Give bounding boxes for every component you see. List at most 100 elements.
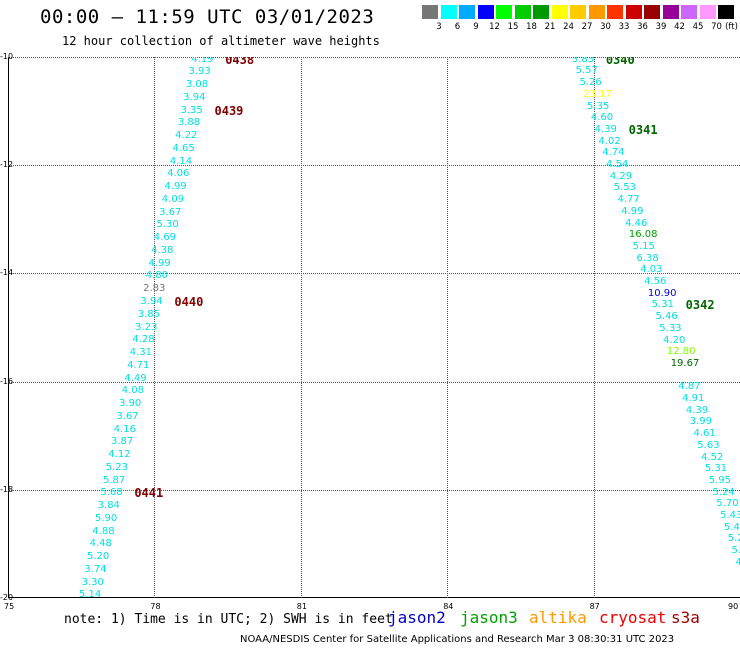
wave-height-value: 5.68 (100, 487, 123, 499)
track-time-label: 0441 (134, 486, 164, 501)
wave-height-value: 12.80 (666, 346, 696, 358)
legend-swatch (662, 5, 679, 19)
wave-height-value: 3.88 (177, 117, 201, 129)
y-tick-label: -16 (0, 376, 14, 386)
wave-height-value: 5.24 (712, 486, 735, 498)
legend-label: 42 (674, 22, 685, 32)
legend-swatch (607, 5, 623, 19)
wave-height-value: 19.67 (670, 357, 700, 369)
x-tick-label: 78 (150, 602, 161, 611)
grid-line-horizontal (8, 57, 740, 58)
wave-height-value: 5.95 (708, 474, 731, 486)
wave-height-value: 4.65 (172, 142, 195, 154)
wave-height-value: 5.70 (716, 498, 739, 510)
y-tick-label: -10 (0, 52, 14, 61)
wave-height-value: 5.35 (587, 100, 610, 112)
grid-line-vertical (300, 57, 302, 598)
legend-label: 24 (563, 22, 574, 32)
wave-height-value: 16.08 (628, 229, 658, 241)
wave-height-value: 4.02 (598, 135, 621, 147)
legend-label: 45 (692, 22, 704, 32)
wave-height-value: 5.45 (723, 521, 740, 533)
wave-height-value: 3.87 (111, 436, 134, 448)
wave-height-value: 3.84 (97, 500, 120, 512)
satellite-label: s3a (671, 608, 700, 627)
satellite-label: altika (529, 608, 587, 627)
legend-unit: (ft) (725, 22, 738, 32)
satellite-label: cryosat (599, 608, 667, 627)
wave-height-value: 5.30 (156, 219, 179, 231)
wave-height-value: 4.08 (121, 385, 144, 397)
wave-height-value: 5.20 (86, 551, 110, 563)
wave-height-value: 4.74 (602, 147, 625, 159)
wave-height-value: 4.56 (644, 276, 667, 288)
wave-height-value: 4.31 (129, 347, 152, 358)
wave-height-value: 4.69 (153, 232, 177, 244)
wave-height-value: 4.87 (678, 381, 701, 393)
legend-label: 12 (489, 22, 500, 32)
wave-height-value: 5.14 (78, 589, 102, 598)
wave-height-value: 4.71 (127, 359, 150, 371)
legend-swatch (681, 5, 697, 19)
x-tick-label: 90 (728, 602, 739, 611)
wave-height-value: 3.67 (116, 410, 139, 422)
legend-label: 9 (473, 22, 479, 32)
track-time-label: 0340 (605, 57, 635, 67)
legend-swatch (588, 5, 605, 19)
satellite-label: jason2 (388, 608, 446, 627)
legend-swatch (551, 5, 568, 19)
wave-height-value: 4.06 (167, 168, 190, 180)
wave-height-value: 4.22 (175, 130, 198, 142)
wave-height-value: 3.93 (188, 66, 211, 78)
grid-line-horizontal (8, 273, 740, 275)
wave-height-value: 4.19 (191, 57, 214, 65)
y-tick-label: -20 (0, 593, 14, 602)
plot-bottom-border (8, 597, 740, 598)
wave-height-value: 5.26 (579, 77, 602, 89)
wave-height-value: 4.48 (89, 538, 112, 550)
legend-swatch (625, 5, 642, 19)
track-time-label: 0341 (628, 122, 658, 137)
wave-height-value: 2.83 (143, 283, 166, 295)
track-time-label: 0438 (225, 57, 255, 67)
credit-line: NOAA/NESDIS Center for Satellite Applica… (240, 634, 675, 645)
legend-swatch (570, 5, 586, 19)
wave-height-value: 4.99 (148, 257, 171, 269)
wave-height-value: 3.30 (81, 576, 104, 588)
legend-swatch (699, 5, 716, 19)
wave-height-value: 4 (735, 556, 740, 568)
wave-height-value: 4.39 (685, 404, 709, 416)
x-tick-label: 84 (443, 602, 454, 611)
wave-height-value: 3.99 (689, 416, 712, 428)
wave-height-value: 4.46 (625, 217, 648, 229)
wave-height-value: 4.03 (640, 264, 663, 276)
wave-height-value: 5.31 (704, 463, 728, 475)
legend-label: 3 (436, 22, 442, 32)
wave-height-value: 3.90 (119, 398, 142, 409)
map-plot-area: 4.19 3.93 3.08 3.94 3.35 3.88 4.22 4.65 4.14 4.06… (8, 57, 740, 598)
page-subtitle: 12 hour collection of altimeter wave hei… (62, 34, 380, 48)
wave-height-value: 5.87 (103, 474, 126, 486)
wave-height-value: 5.15 (632, 240, 655, 252)
wave-height-value: 5.90 (94, 512, 118, 524)
wave-height-value: 4.14 (169, 155, 193, 167)
wave-height-value: 10.90 (647, 287, 677, 299)
legend-label: 70 (711, 22, 722, 32)
grid-line-horizontal (8, 381, 740, 383)
x-tick-label: 87 (589, 602, 600, 611)
wave-height-value: 4.99 (164, 181, 187, 193)
legend-label: 6 (454, 22, 461, 32)
wave-height-value: 4.91 (682, 393, 705, 405)
wave-height-value: 4.29 (609, 170, 633, 182)
wave-height-value: 6.38 (636, 252, 659, 264)
y-tick-label: -18 (0, 484, 14, 494)
plot-left-border (8, 57, 9, 598)
legend-swatch (644, 5, 660, 19)
wave-height-value: 5.63 (697, 439, 720, 451)
track-time-label: 0342 (685, 298, 715, 313)
legend-swatch (459, 5, 475, 19)
grid-line-horizontal (8, 165, 740, 167)
wave-height-value: 4.09 (161, 193, 185, 205)
wave-height-value: 4.12 (108, 449, 131, 461)
wave-height-value: 3.35 (180, 104, 203, 116)
